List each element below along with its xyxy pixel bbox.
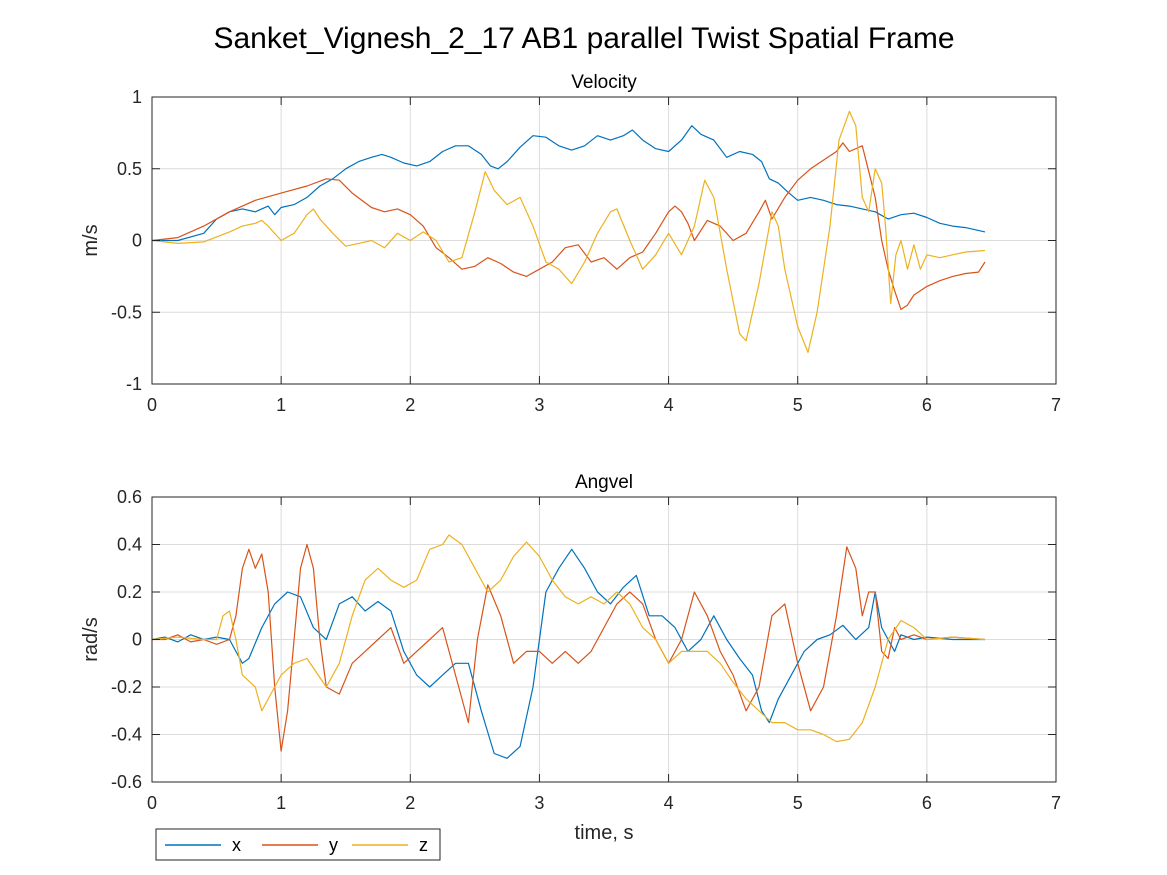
- velocity-ytick-label: -0.5: [111, 302, 142, 322]
- angvel-xtick-label: 5: [793, 793, 803, 813]
- velocity-xtick-label: 4: [664, 395, 674, 415]
- angvel-ylabel: rad/s: [80, 617, 102, 661]
- angvel-axes: 0 1 2 3 4 5 6 7 -0.6 -0.4 -0.2 0 0.2 0.4 0.6 Angvel rad/…: [80, 472, 1061, 844]
- angvel-xtick-label: 1: [276, 793, 286, 813]
- legend-x-label: x: [232, 835, 241, 855]
- angvel-xtick-label: 4: [664, 793, 674, 813]
- angvel-xtick-label: 3: [534, 793, 544, 813]
- legend-y-label: y: [329, 835, 338, 855]
- angvel-ytick-label: 0.4: [117, 535, 142, 555]
- legend: x y z: [155, 828, 441, 861]
- velocity-xtick-label: 2: [405, 395, 415, 415]
- angvel-xtick-label: 0: [147, 793, 157, 813]
- angvel-ytick-label: -0.6: [111, 772, 142, 792]
- angvel-series-z-line: [151, 534, 986, 743]
- velocity-series-z-line: [151, 110, 986, 353]
- velocity-xtick-label: 7: [1051, 395, 1061, 415]
- angvel-ytick-label: 0.6: [117, 487, 142, 507]
- figure-suptitle: Sanket_Vignesh_2_17 AB1 parallel Twist S…: [213, 22, 954, 55]
- velocity-ytick-label: -1: [126, 374, 142, 394]
- angvel-ytick-label: -0.4: [111, 725, 142, 745]
- angvel-series-x-line: [151, 548, 985, 759]
- angvel-ytick-label: -0.2: [111, 677, 142, 697]
- angvel-ytick-label: 0: [132, 630, 142, 650]
- velocity-axes: 0 1 2 3 4 5 6 7 -1 -0.5 0 0.5 1 Velocity m/s: [80, 72, 1061, 415]
- velocity-xtick-label: 1: [276, 395, 286, 415]
- angvel-axes-title: Angvel: [575, 472, 633, 493]
- angvel-ytick-label: 0.2: [117, 582, 142, 602]
- velocity-xtick-label: 0: [147, 395, 157, 415]
- velocity-ytick-label: 1: [132, 87, 142, 107]
- velocity-axes-title: Velocity: [571, 72, 637, 93]
- angvel-xlabel: time, s: [575, 822, 634, 844]
- angvel-xtick-label: 6: [922, 793, 932, 813]
- legend-z-label: z: [419, 835, 428, 855]
- angvel-xtick-label: 7: [1051, 793, 1061, 813]
- velocity-series-x-line: [152, 125, 986, 242]
- velocity-series-y-line: [151, 142, 986, 310]
- velocity-ytick-label: 0: [132, 231, 142, 251]
- velocity-xtick-label: 6: [922, 395, 932, 415]
- velocity-ylabel: m/s: [80, 224, 102, 256]
- angvel-series-y-line: [152, 543, 986, 752]
- velocity-xtick-label: 5: [793, 395, 803, 415]
- angvel-xtick-label: 2: [405, 793, 415, 813]
- velocity-xtick-label: 3: [534, 395, 544, 415]
- velocity-ytick-label: 0.5: [117, 159, 142, 179]
